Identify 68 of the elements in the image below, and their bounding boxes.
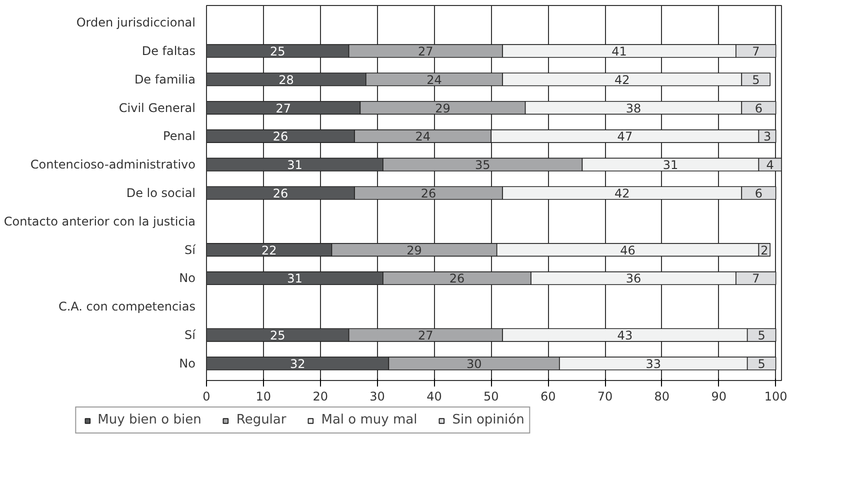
y-tick-label: Civil General xyxy=(118,100,196,115)
x-tick-label: 10 xyxy=(256,390,272,404)
y-tick-label: No xyxy=(179,271,196,286)
data-label: 2 xyxy=(760,243,768,258)
y-tick-label: Penal xyxy=(163,129,196,144)
data-label: 35 xyxy=(474,158,490,172)
x-tick-label: 80 xyxy=(654,390,670,404)
data-label: 42 xyxy=(614,72,630,87)
x-tick-label: 0 xyxy=(202,390,210,404)
data-label: 25 xyxy=(270,328,286,343)
data-label: 3 xyxy=(763,130,772,144)
data-label: 31 xyxy=(662,158,678,172)
legend-label: Mal o muy mal xyxy=(321,412,418,428)
x-tick-label: 30 xyxy=(370,390,385,404)
data-label: 4 xyxy=(766,158,774,172)
y-tick-label: Sí xyxy=(184,328,196,342)
data-label: 6 xyxy=(754,186,763,200)
data-label: 31 xyxy=(287,272,302,286)
data-label: 26 xyxy=(449,272,465,286)
legend-label: Regular xyxy=(236,412,286,428)
y-tick-label: De faltas xyxy=(142,44,196,58)
data-label: 26 xyxy=(272,186,288,200)
y-tick-label: Contacto anterior con la justicia xyxy=(4,214,196,228)
data-label: 5 xyxy=(758,356,766,371)
legend-label: Sin opinión xyxy=(452,412,524,428)
y-tick-label: Contencioso-administrativo xyxy=(30,158,196,172)
data-label: 24 xyxy=(415,130,430,144)
data-label: 7 xyxy=(752,272,760,286)
y-tick-label: Sí xyxy=(184,242,196,257)
data-label: 24 xyxy=(426,72,442,87)
x-tick-label: 90 xyxy=(711,390,727,404)
x-tick-label: 60 xyxy=(540,390,556,404)
data-label: 30 xyxy=(466,356,482,371)
data-label: 47 xyxy=(617,130,633,144)
data-label: 43 xyxy=(617,328,633,343)
data-label: 27 xyxy=(418,44,434,58)
data-label: 42 xyxy=(614,186,630,200)
data-label: 26 xyxy=(272,130,288,144)
data-label: 27 xyxy=(418,328,434,343)
x-tick-label: 50 xyxy=(484,390,499,404)
x-tick-label: 20 xyxy=(312,390,328,404)
data-label: 26 xyxy=(420,186,436,200)
data-label: 32 xyxy=(290,356,306,371)
legend-label: Muy bien o bien xyxy=(98,412,202,428)
data-label: 5 xyxy=(758,328,766,343)
data-label: 5 xyxy=(752,72,760,87)
data-label: 7 xyxy=(752,44,760,58)
y-tick-label: C.A. con competencias xyxy=(58,300,196,314)
y-tick-label: Orden jurisdiccional xyxy=(76,16,196,30)
data-label: 38 xyxy=(626,101,642,116)
y-tick-label: De lo social xyxy=(126,186,196,200)
data-label: 41 xyxy=(612,44,627,58)
x-tick-label: 40 xyxy=(426,390,442,404)
y-tick-label: No xyxy=(179,356,196,370)
data-label: 31 xyxy=(287,158,302,172)
data-label: 46 xyxy=(620,243,636,258)
data-label: 36 xyxy=(626,272,642,286)
data-label: 25 xyxy=(270,44,286,58)
data-label: 29 xyxy=(406,243,422,258)
data-label: 22 xyxy=(261,243,277,258)
data-label: 28 xyxy=(278,72,294,87)
data-label: 27 xyxy=(276,101,292,116)
x-tick-label: 100 xyxy=(764,390,788,404)
y-tick-label: De familia xyxy=(134,72,196,86)
data-label: 6 xyxy=(754,101,763,116)
x-tick-label: 70 xyxy=(597,390,613,404)
data-label: 29 xyxy=(435,101,450,116)
data-label: 33 xyxy=(646,356,662,371)
